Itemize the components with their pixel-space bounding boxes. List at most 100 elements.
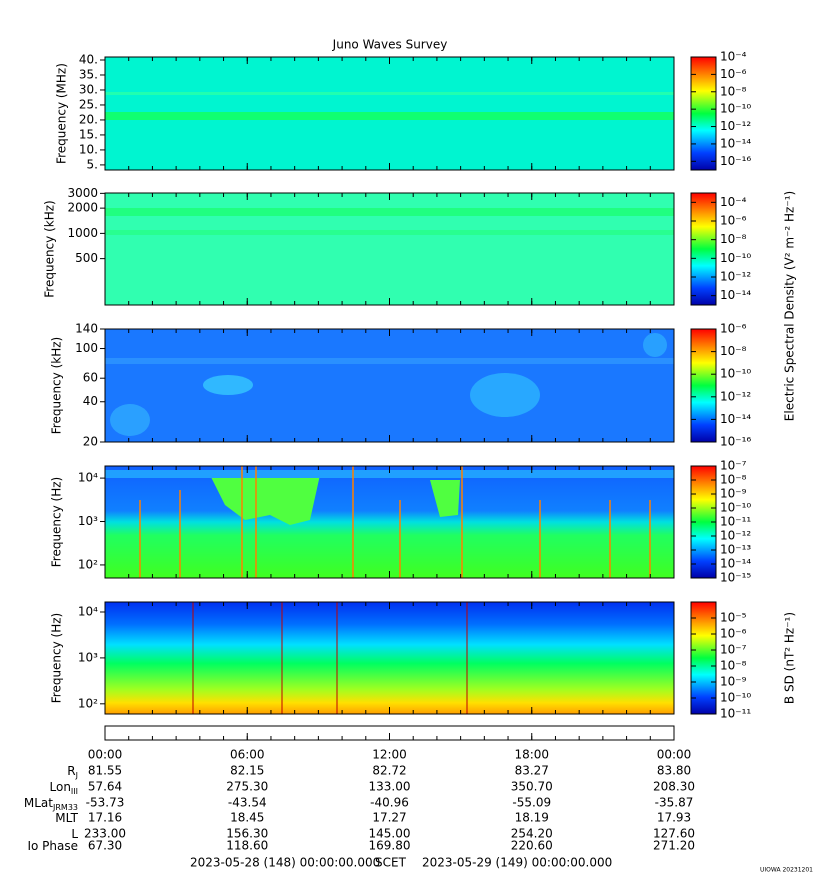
colorbar-tick-label: 10⁻¹¹ [720,707,751,721]
colorbar-tick-label: 10⁻¹¹ [720,515,751,529]
row-label-sub: JRM33 [52,803,78,812]
colorbar-tick-label: 10⁻⁴ [720,50,747,64]
colorbar-tick-label: 10⁻¹⁵ [720,571,751,585]
y-tick-label: 500 [75,251,98,265]
row-label: Io Phase [27,839,78,853]
row-value: 83.27 [515,764,549,778]
y-tick-label: 2000 [67,201,98,215]
y-tick-label: 5. [87,157,98,171]
row-label-sub: III [71,787,78,796]
row-label-text: L [71,827,78,841]
x-tick-label: 00:00 [88,748,123,762]
row-value: 350.70 [511,780,553,794]
colorbar [690,328,717,443]
colorbar-tick-label: 10⁻¹⁶ [720,435,751,449]
row-value: 82.15 [230,764,264,778]
colorbar-tick-label: 10⁻¹⁶ [720,154,751,168]
colorbar-tick-label: 10⁻⁸ [720,84,747,98]
row-value: -43.54 [228,796,267,810]
colorbar-tick-label: 10⁻⁷ [720,459,747,473]
x-tick-label: 06:00 [230,748,265,762]
y-axis-label: Frequency (kHz) [43,200,57,297]
colorbar-tick-label: 10⁻¹⁴ [720,557,751,571]
y-tick-label: 20. [79,112,98,126]
row-value: 254.20 [511,827,553,841]
row-value: 67.30 [88,839,122,853]
y-tick-label: 3000 [67,186,98,200]
y-tick-label: 40. [79,52,98,66]
row-value: 83.80 [657,764,691,778]
y-tick-label: 10⁴ [78,471,98,485]
x-tick-label: 00:00 [657,748,692,762]
row-value: 169.80 [369,839,411,853]
y-tick-label: 15. [79,127,98,141]
y-tick-label: 10³ [78,650,98,664]
y-tick-label: 20 [83,435,98,449]
colorbar-tick-label: 10⁻¹³ [720,543,751,557]
row-value: -35.87 [655,796,694,810]
row-label-text: MLT [55,811,78,825]
colorbar-label: Electric Spectral Density (V² m⁻² Hz⁻¹) [783,191,797,421]
y-tick-label: 30. [79,82,98,96]
colorbar-tick-label: 10⁻⁸ [720,659,747,673]
colorbar-tick-label: 10⁻¹⁴ [720,288,751,302]
colorbar-tick-label: 10⁻⁵ [720,611,747,625]
row-value: -53.73 [86,796,125,810]
row-value: 233.00 [84,827,126,841]
colorbar-tick-label: 10⁻⁶ [720,322,747,336]
spectrogram-images [105,57,674,714]
colorbar-tick-label: 10⁻⁹ [720,487,747,501]
row-value: 145.00 [369,827,411,841]
colorbar-tick-label: 10⁻¹⁰ [720,501,751,515]
row-label: MLatJRM33 [24,796,78,812]
y-tick-label: 10. [79,142,98,156]
row-value: 82.72 [372,764,406,778]
colorbar-tick-label: 10⁻⁸ [720,232,747,246]
chart-title: Juno Waves Survey [332,38,448,52]
row-value: -55.09 [512,796,551,810]
colorbar-tick-label: 10⁻⁶ [720,214,747,228]
row-value: 220.60 [511,839,553,853]
row-value: 118.60 [226,839,268,853]
x-tick-label: 18:00 [514,748,549,762]
y-axis-label: Frequency (Hz) [50,477,64,568]
colorbar-tick-label: 10⁻¹⁰ [720,102,751,116]
colorbar-tick-label: 10⁻¹⁴ [720,136,751,150]
colorbar-tick-label: 10⁻¹² [720,119,751,133]
y-tick-label: 40 [83,394,98,408]
colorbar-tick-label: 10⁻⁶ [720,67,747,81]
colorbar-tick-label: 10⁻⁸ [720,344,747,358]
row-label: L [71,827,78,841]
credit: UIOWA 20231201 [760,867,813,874]
colorbar [690,601,717,715]
row-label-text: Io Phase [27,839,78,853]
row-value: 18.45 [230,811,264,825]
colorbar-tick-label: 10⁻¹⁰ [720,251,751,265]
end-time: 2023-05-29 (149) 00:00:00.000 [422,856,612,870]
colorbar-label: B SD (nT² Hz⁻¹) [783,612,797,704]
colorbar-tick-label: 10⁻¹² [720,270,751,284]
row-label: RJ [67,764,78,780]
row-value: 17.16 [88,811,122,825]
row-value: 156.30 [226,827,268,841]
colorbar-tick-label: 10⁻¹² [720,529,751,543]
row-value: 271.20 [653,839,695,853]
colorbar-tick-label: 10⁻¹⁰ [720,691,751,705]
row-label-text: R [67,764,75,778]
y-axis-label: Frequency (Hz) [50,613,64,704]
colorbar-tick-label: 10⁻¹⁴ [720,412,751,426]
y-tick-label: 100 [75,341,98,355]
row-label: MLT [55,811,78,825]
row-value: 127.60 [653,827,695,841]
colorbar-tick-label: 10⁻⁹ [720,675,747,689]
x-tick-label: 12:00 [372,748,407,762]
y-tick-label: 140 [75,322,98,336]
y-tick-label: 1000 [67,226,98,240]
colorbar-tick-label: 10⁻⁶ [720,627,747,641]
colorbar-tick-label: 10⁻¹² [720,389,751,403]
row-label: LonIII [50,780,79,796]
y-tick-label: 60 [83,371,98,385]
row-value: -40.96 [370,796,409,810]
y-axis-label: Frequency (MHz) [55,63,69,164]
row-label-sub: J [75,771,78,780]
